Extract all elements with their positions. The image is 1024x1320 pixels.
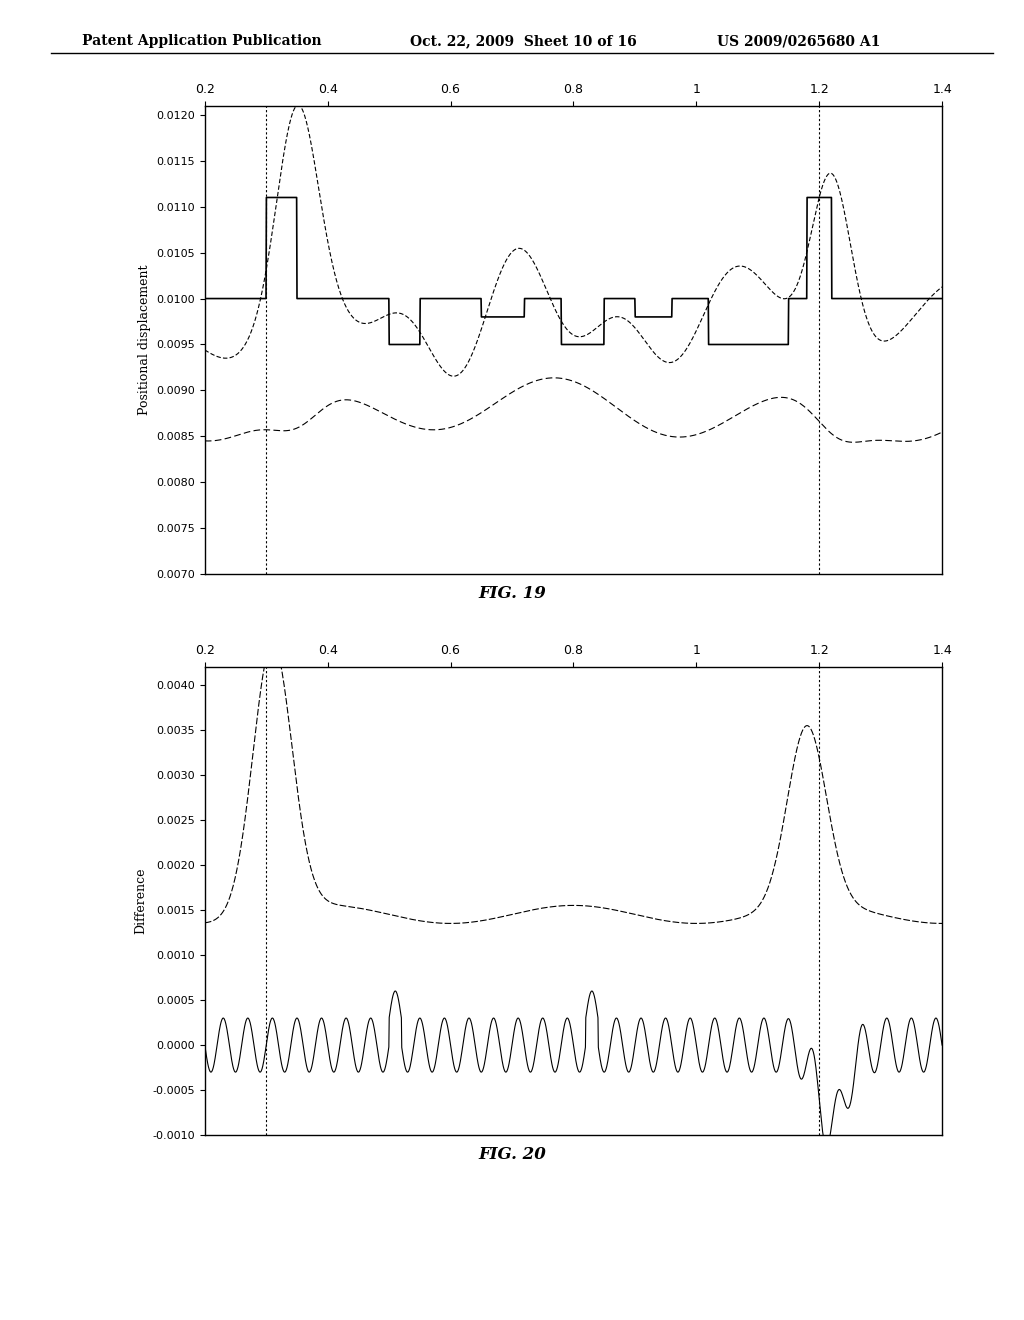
Text: FIG. 20: FIG. 20 [478, 1146, 546, 1163]
Text: FIG. 19: FIG. 19 [478, 585, 546, 602]
Y-axis label: Positional displacement: Positional displacement [138, 264, 151, 416]
Text: Oct. 22, 2009  Sheet 10 of 16: Oct. 22, 2009 Sheet 10 of 16 [410, 34, 636, 49]
Text: US 2009/0265680 A1: US 2009/0265680 A1 [717, 34, 881, 49]
Text: Patent Application Publication: Patent Application Publication [82, 34, 322, 49]
Y-axis label: Difference: Difference [134, 867, 146, 935]
